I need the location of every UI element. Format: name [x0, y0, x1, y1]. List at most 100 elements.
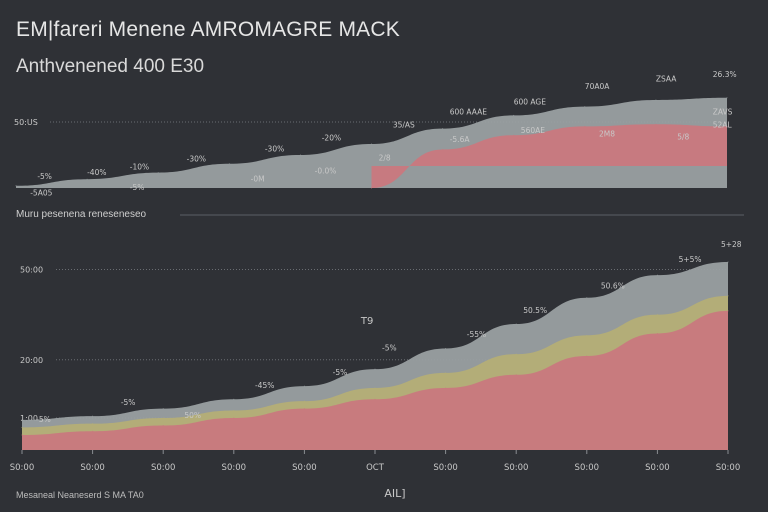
- data-point: [445, 387, 447, 389]
- data-point: [515, 353, 517, 355]
- data-point: [233, 410, 235, 412]
- data-label: 52AL: [713, 121, 733, 130]
- data-point: [92, 430, 94, 432]
- data-label: 2M8: [599, 129, 615, 138]
- data-label: -0M: [251, 174, 265, 183]
- data-point: [584, 106, 586, 108]
- data-label: 70A0A: [585, 82, 610, 91]
- data-label: 50.6%: [601, 281, 625, 290]
- data-label: -0.0%: [315, 167, 337, 176]
- data-label: -5A05: [30, 189, 52, 198]
- data-point: [445, 372, 447, 374]
- data-point: [233, 398, 235, 400]
- data-label: 560AE: [521, 126, 545, 135]
- data-point: [86, 178, 88, 180]
- data-label: 35/AS: [393, 121, 415, 130]
- area-pink-band: [22, 310, 728, 450]
- chart-annotation: T9: [360, 316, 373, 327]
- data-point: [374, 387, 376, 389]
- data-point: [162, 408, 164, 410]
- data-point: [21, 434, 23, 436]
- data-label: -5.6A: [450, 135, 471, 144]
- data-label: -40%: [87, 168, 106, 177]
- data-point: [584, 125, 586, 127]
- data-point: [157, 172, 159, 174]
- data-point: [228, 163, 230, 165]
- data-point: [727, 295, 729, 297]
- y-tick-label: 50:US: [14, 118, 38, 127]
- data-label: -5%: [382, 343, 397, 352]
- data-point: [586, 297, 588, 299]
- data-point: [656, 274, 658, 276]
- data-point: [515, 374, 517, 376]
- chart-subtitle: Anthvenened 400 E30: [16, 56, 205, 77]
- x-tick-label: S0:00: [292, 463, 316, 473]
- data-point: [515, 323, 517, 325]
- x-tick-label: S0:00: [645, 463, 669, 473]
- data-point: [233, 417, 235, 419]
- data-point: [299, 154, 301, 156]
- section-label: Muru pesenena reneseneseo: [16, 209, 147, 220]
- data-point: [92, 415, 94, 417]
- footnote: Mesaneal Neaneserd S MA TA0: [16, 490, 144, 500]
- data-point: [726, 125, 728, 127]
- x-axis-label: AIL]: [384, 487, 405, 500]
- data-label: -30%: [265, 145, 284, 154]
- x-tick-label: S0:00: [222, 463, 246, 473]
- x-tick-label: S0:00: [80, 463, 104, 473]
- data-label: -55%: [467, 330, 486, 339]
- x-tick-label: S0:00: [433, 463, 457, 473]
- data-point: [726, 97, 728, 99]
- data-label: -5%: [36, 415, 51, 424]
- x-tick-label: OCT: [366, 463, 385, 473]
- data-point: [303, 400, 305, 402]
- data-point: [586, 334, 588, 336]
- data-point: [656, 314, 658, 316]
- data-point: [727, 261, 729, 263]
- section-divider: [180, 214, 744, 216]
- data-label: 26.3%: [713, 70, 737, 79]
- data-label: -5%: [130, 183, 145, 192]
- data-point: [371, 187, 372, 189]
- data-point: [513, 134, 515, 136]
- data-label: -10%: [130, 162, 149, 171]
- chart-title: EM|fareri Menene AMROMAGRE MACK: [16, 18, 400, 41]
- data-label: 600 AGE: [514, 97, 547, 106]
- data-point: [656, 332, 658, 334]
- data-label: 50.5%: [523, 306, 547, 315]
- data-point: [162, 417, 164, 419]
- data-point: [374, 368, 376, 370]
- data-label: -5%: [37, 172, 52, 181]
- data-point: [15, 185, 17, 187]
- data-point: [442, 149, 444, 150]
- data-point: [727, 310, 729, 312]
- data-label: -45%: [255, 381, 274, 390]
- data-label: 5/8: [677, 133, 689, 142]
- data-point: [655, 99, 657, 101]
- y-tick-label: 50:00: [20, 266, 43, 275]
- data-label: 2/8: [379, 154, 391, 163]
- area-pink-band: [371, 124, 727, 188]
- data-point: [442, 128, 444, 130]
- data-point: [513, 114, 515, 116]
- data-label: 600 AAAE: [450, 107, 488, 116]
- data-point: [655, 123, 657, 125]
- data-label: -20%: [322, 134, 341, 143]
- data-label: -30%: [187, 155, 206, 164]
- y-tick-label: 20:00: [20, 356, 43, 365]
- data-label: 5+28: [721, 240, 742, 249]
- data-label: ZAVS: [713, 107, 733, 116]
- data-point: [303, 385, 305, 387]
- data-label: ZSAA: [656, 74, 677, 83]
- x-tick-label: S0:00: [10, 463, 34, 473]
- data-point: [371, 143, 372, 145]
- x-tick-label: S0:00: [575, 463, 599, 473]
- data-label: 5+5%: [679, 255, 702, 264]
- x-tick-label: S0:00: [716, 463, 740, 473]
- data-point: [303, 408, 305, 410]
- data-point: [374, 398, 376, 400]
- data-label: -5%: [121, 398, 136, 407]
- data-point: [586, 355, 588, 357]
- x-tick-label: S0:00: [151, 463, 175, 473]
